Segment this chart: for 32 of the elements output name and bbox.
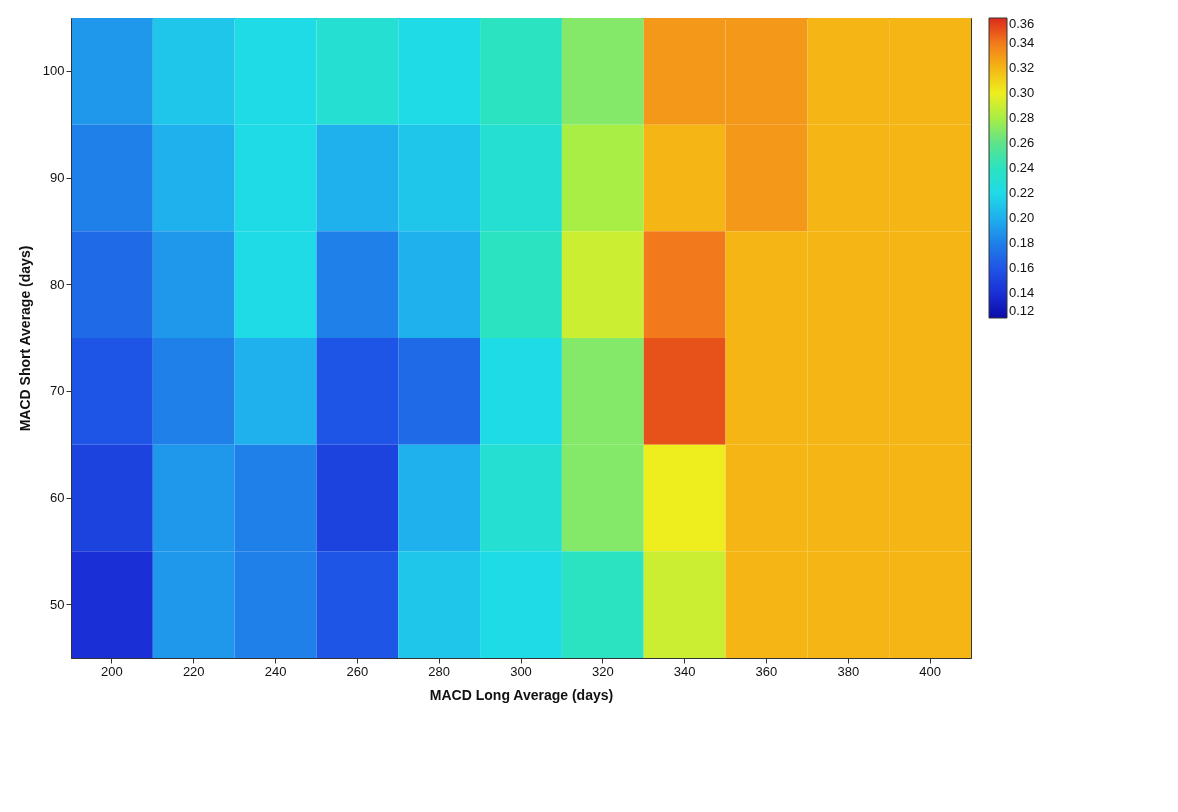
x-tick-label: 240: [264, 663, 287, 679]
color-bar-label: 0.16: [1009, 260, 1035, 275]
y-tick-label: 100: [42, 63, 65, 79]
y-axis-title: MACD Short Average (days): [16, 245, 33, 432]
x-tick-label: 200: [101, 663, 123, 679]
x-tick-label: 400: [919, 663, 941, 679]
color-bar-label: 0.18: [1009, 235, 1035, 250]
y-tick-label: 60: [50, 490, 65, 505]
y-tick-label: 70: [50, 383, 65, 399]
x-tick-label: 220: [182, 663, 205, 679]
color-bar-label: 0.32: [1009, 60, 1035, 75]
x-tick-label: 260: [346, 663, 369, 679]
y-tick-label: 90: [50, 170, 65, 185]
x-tick-label: 380: [837, 663, 860, 679]
x-tick-label: 300: [510, 663, 532, 679]
x-tick-label: 360: [755, 663, 778, 679]
color-bar-label: 0.34: [1009, 35, 1035, 50]
color-bar-label: 0.36: [1009, 16, 1035, 31]
y-tick-label: 80: [50, 276, 65, 292]
color-bar-label: 0.28: [1009, 110, 1035, 125]
color-bar-label: 0.26: [1009, 135, 1035, 150]
x-tick-label: 280: [428, 663, 451, 679]
color-bar-label: 0.24: [1009, 160, 1035, 175]
x-tick-label: 340: [673, 663, 696, 679]
x-axis-title: MACD Long Average (days): [429, 686, 614, 703]
color-bar-label: 0.30: [1009, 85, 1035, 100]
color-bar-label: 0.22: [1009, 185, 1035, 200]
color-bar-label: 0.20: [1009, 210, 1035, 225]
x-tick-label: 320: [591, 663, 614, 679]
color-bar-label: 0.14: [1009, 285, 1035, 300]
y-tick-label: 50: [50, 596, 65, 612]
color-bar-label: 0.12: [1009, 303, 1035, 318]
